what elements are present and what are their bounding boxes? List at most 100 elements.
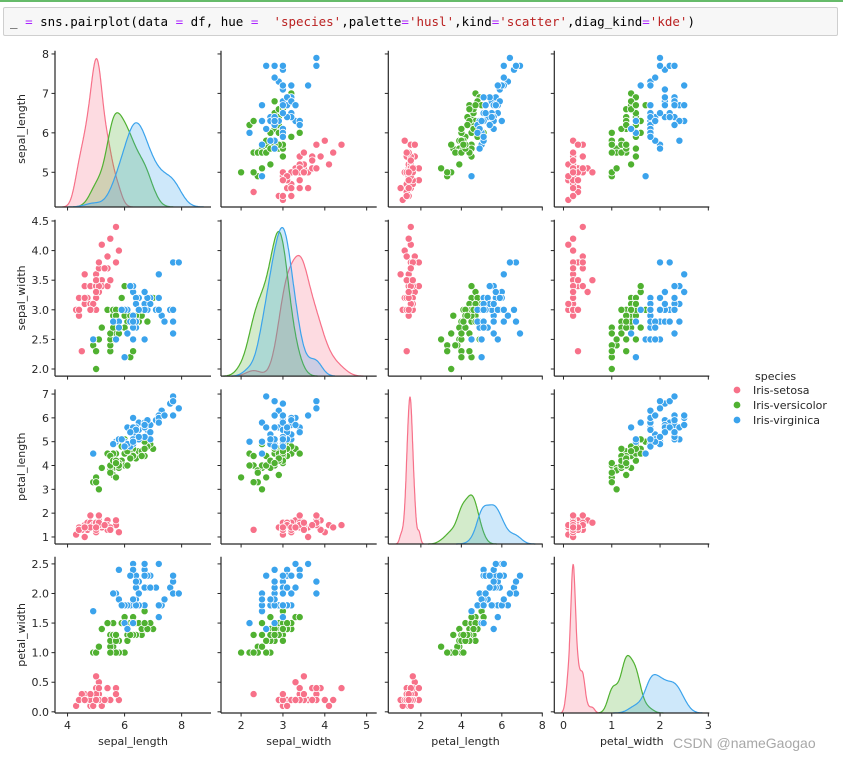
point-Iris-setosa — [86, 511, 95, 520]
point-Iris-virginica — [169, 329, 178, 338]
point-Iris-virginica — [262, 423, 271, 432]
point-Iris-versicolor — [627, 305, 636, 314]
point-Iris-virginica — [499, 305, 508, 314]
point-Iris-setosa — [100, 264, 109, 273]
kde-fill-Iris-setosa — [62, 58, 133, 207]
point-Iris-virginica — [665, 113, 674, 122]
point-Iris-setosa — [295, 511, 304, 520]
point-Iris-setosa — [588, 276, 597, 285]
point-Iris-setosa — [406, 222, 415, 231]
point-Iris-virginica — [665, 317, 674, 326]
code-operator: = — [250, 14, 259, 29]
point-Iris-setosa — [410, 140, 419, 149]
point-Iris-versicolor — [287, 132, 296, 141]
x-axis-label: sepal_length — [98, 735, 168, 748]
point-Iris-setosa — [404, 176, 413, 185]
point-Iris-virginica — [467, 607, 476, 616]
point-Iris-virginica — [283, 583, 292, 592]
point-Iris-setosa — [291, 168, 300, 177]
point-Iris-setosa — [106, 525, 115, 534]
legend-label: Iris-virginica — [753, 414, 820, 427]
point-Iris-virginica — [270, 117, 279, 126]
x-tick-label: 1 — [608, 719, 615, 732]
kde-line-Iris-virginica — [230, 227, 336, 377]
panel-sepal_width-vs-petal_length — [384, 219, 543, 380]
point-Iris-virginica — [266, 595, 275, 604]
point-Iris-setosa — [92, 276, 101, 285]
point-Iris-virginica — [89, 449, 98, 458]
point-Iris-virginica — [485, 571, 494, 580]
code-cell[interactable]: _ = sns.pairplot(data = df, hue = 'speci… — [3, 7, 838, 36]
point-Iris-setosa — [574, 276, 583, 285]
point-Iris-setosa — [400, 136, 409, 145]
point-Iris-versicolor — [631, 299, 640, 308]
point-Iris-setosa — [92, 696, 101, 705]
y-tick-label: 4.0 — [32, 245, 50, 258]
point-Iris-virginica — [485, 583, 494, 592]
point-Iris-versicolor — [257, 642, 266, 651]
point-Iris-setosa — [578, 222, 587, 231]
point-Iris-virginica — [134, 432, 143, 441]
point-Iris-versicolor — [447, 140, 456, 149]
point-Iris-versicolor — [627, 447, 636, 456]
point-Iris-versicolor — [262, 648, 271, 657]
point-Iris-setosa — [404, 287, 413, 296]
point-Iris-virginica — [154, 305, 163, 314]
code-input[interactable]: _ = sns.pairplot(data = df, hue = 'speci… — [10, 14, 695, 29]
point-Iris-versicolor — [257, 485, 266, 494]
panel-sepal_length-vs-sepal_length: 5 6 7 8 sepal_length — [15, 48, 211, 211]
point-Iris-setosa — [404, 305, 413, 314]
point-Iris-setosa — [77, 347, 86, 356]
point-Iris-virginica — [665, 397, 674, 406]
point-Iris-setosa — [86, 690, 95, 699]
point-Iris-virginica — [262, 124, 271, 133]
point-Iris-setosa — [406, 264, 415, 273]
point-Iris-virginica — [485, 282, 494, 291]
point-Iris-virginica — [499, 73, 508, 82]
y-tick-label: 6 — [42, 412, 49, 425]
code-text: sns.pairplot(data — [32, 14, 176, 29]
point-Iris-versicolor — [117, 293, 126, 302]
point-Iris-virginica — [117, 601, 126, 610]
point-Iris-setosa — [312, 511, 321, 520]
panel-sepal_width-vs-sepal_length: 2.0 2.5 3.0 3.5 4.0 4.5 sepal_width — [15, 215, 211, 380]
point-Iris-virginica — [126, 428, 135, 437]
point-Iris-versicolor — [266, 160, 275, 169]
code-operator: = — [25, 14, 33, 29]
point-Iris-setosa — [569, 184, 578, 193]
point-Iris-setosa — [299, 690, 308, 699]
point-Iris-versicolor — [437, 164, 446, 173]
point-Iris-virginica — [257, 437, 266, 446]
point-Iris-virginica — [295, 428, 304, 437]
point-Iris-setosa — [278, 690, 287, 699]
point-Iris-versicolor — [612, 335, 621, 344]
point-Iris-setosa — [299, 525, 308, 534]
point-Iris-virginica — [670, 428, 679, 437]
point-Iris-virginica — [660, 287, 669, 296]
point-Iris-virginica — [169, 305, 178, 314]
kde-fill-Iris-versicolor — [73, 112, 174, 207]
x-axis-label: petal_width — [600, 735, 664, 748]
point-Iris-virginica — [656, 61, 665, 70]
point-Iris-virginica — [257, 595, 266, 604]
point-Iris-virginica — [245, 128, 254, 137]
point-Iris-virginica — [278, 101, 287, 110]
y-tick-label: 2.5 — [32, 333, 50, 346]
point-Iris-versicolor — [97, 463, 106, 472]
point-Iris-versicolor — [437, 642, 446, 651]
point-Iris-virginica — [656, 432, 665, 441]
point-Iris-versicolor — [143, 317, 152, 326]
point-Iris-virginica — [487, 113, 496, 122]
panel-petal_width-vs-petal_length: 2 4 6 8 petal_length — [384, 556, 546, 748]
point-Iris-virginica — [283, 423, 292, 432]
point-Iris-versicolor — [447, 364, 456, 373]
point-Iris-versicolor — [636, 282, 645, 291]
point-Iris-versicolor — [467, 282, 476, 291]
point-Iris-virginica — [631, 117, 640, 126]
point-Iris-virginica — [287, 571, 296, 580]
point-Iris-virginica — [479, 619, 488, 628]
point-Iris-setosa — [249, 525, 258, 534]
point-Iris-virginica — [270, 619, 279, 628]
point-Iris-virginica — [140, 559, 149, 568]
point-Iris-virginica — [680, 101, 689, 110]
